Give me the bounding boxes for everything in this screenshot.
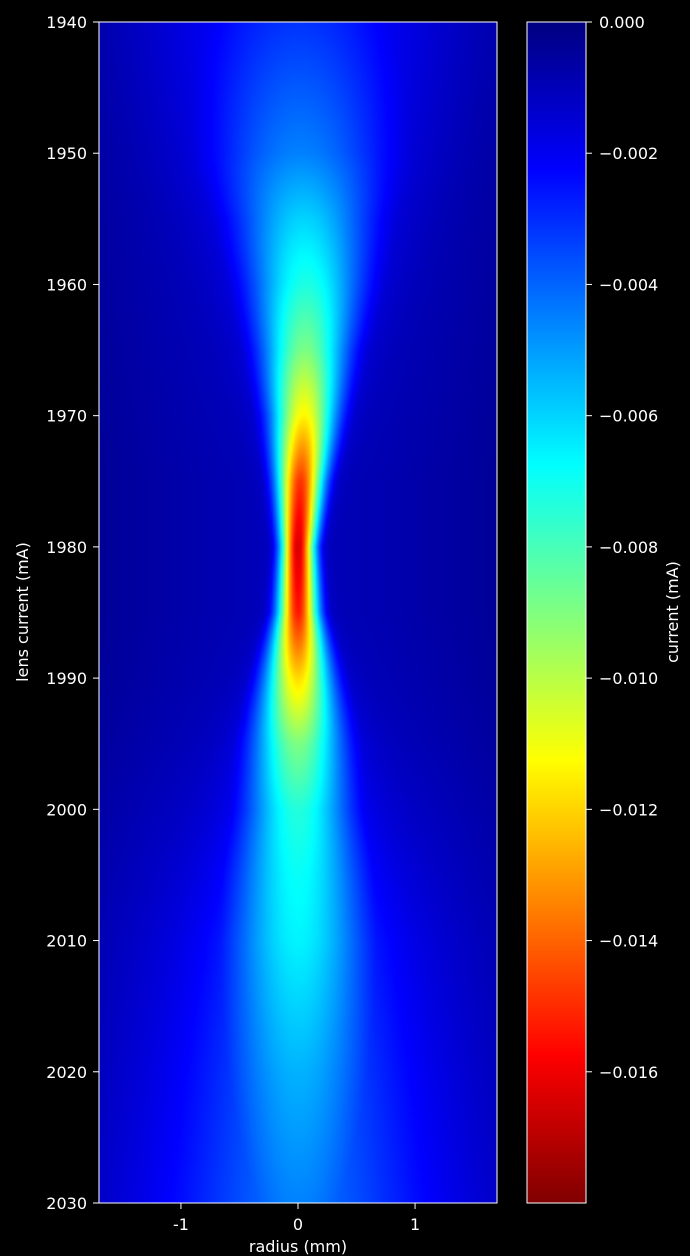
- heatmap-panel: [99, 22, 497, 1203]
- colorbar: [527, 22, 586, 1203]
- heatmap-image: [99, 22, 497, 1203]
- x-tick-label: 0: [293, 1215, 303, 1234]
- colorbar-tick-label: −0.002: [599, 144, 658, 163]
- x-tick-label: 1: [410, 1215, 420, 1234]
- y-tick-label: 1970: [46, 407, 87, 426]
- colorbar-tick-label: −0.014: [599, 932, 658, 951]
- colorbar-tick-label: −0.008: [599, 538, 658, 557]
- colorbar-axis: 0.000 −0.002 −0.004 −0.006 −0.008 −0.010 −0.01…: [586, 13, 658, 1082]
- x-tick-label: -1: [173, 1215, 189, 1234]
- y-tick-label: 1980: [46, 538, 87, 557]
- y-tick-label: 1940: [46, 13, 87, 32]
- colorbar-tick-label: −0.006: [599, 407, 658, 426]
- y-tick-label: 2000: [46, 800, 87, 819]
- y-axis: 1940 1950 1960 1970 1980 1990 2000 2010 2020 2030: [46, 13, 99, 1213]
- x-axis-label: radius (mm): [249, 1237, 347, 1256]
- y-tick-label: 1950: [46, 144, 87, 163]
- colorbar-tick-label: −0.016: [599, 1063, 658, 1082]
- colorbar-tick-label: −0.004: [599, 275, 658, 294]
- colorbar-tick-label: −0.010: [599, 669, 658, 688]
- colorbar-frame: [526, 21, 587, 1204]
- y-tick-label: 2010: [46, 932, 87, 951]
- x-axis: -1 0 1: [173, 1203, 420, 1234]
- y-tick-label: 2030: [46, 1194, 87, 1213]
- y-tick-label: 1990: [46, 669, 87, 688]
- y-axis-label: lens current (mA): [13, 542, 32, 682]
- y-tick-label: 1960: [46, 275, 87, 294]
- y-tick-label: 2020: [46, 1063, 87, 1082]
- colorbar-tick-label: 0.000: [599, 13, 645, 32]
- colorbar-label: current (mA): [663, 561, 682, 663]
- colorbar-tick-label: −0.012: [599, 800, 658, 819]
